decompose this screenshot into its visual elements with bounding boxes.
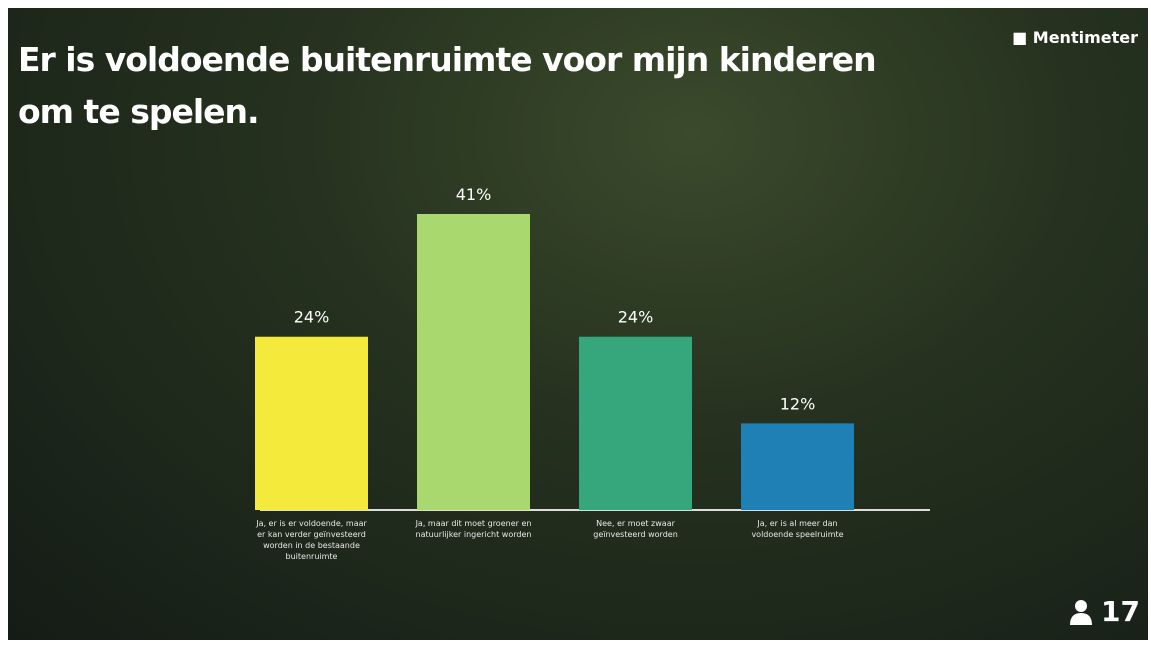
value-label: 24% <box>618 308 654 327</box>
category-label: Ja, maar dit moet groener en natuurlijke… <box>415 519 532 539</box>
value-label: 41% <box>456 185 492 204</box>
slide: Er is voldoende buitenruimte voor mijn k… <box>8 8 1148 640</box>
bar <box>417 214 530 510</box>
category-label: Nee, er moet zwaar geïnvesteerd worden <box>593 519 678 539</box>
slide-title: Er is voldoende buitenruimte voor mijn k… <box>18 40 877 131</box>
person-icon <box>1070 599 1093 625</box>
chart: 24% 41% 24% 12% <box>255 185 930 511</box>
bar <box>255 336 368 510</box>
value-label: 12% <box>780 394 816 413</box>
bar <box>579 336 692 510</box>
category-label: Ja, er is er voldoende, maar er kan verd… <box>256 519 367 561</box>
bar <box>741 423 854 510</box>
brand-name: Mentimeter <box>1032 28 1138 47</box>
brand-logo: ■ Mentimeter <box>1012 28 1138 47</box>
participants: 17 <box>1069 595 1140 628</box>
value-label: 24% <box>294 308 330 327</box>
participant-count: 17 <box>1101 595 1140 628</box>
category-label: Ja, er is al meer dan voldoende speelrui… <box>751 519 844 539</box>
